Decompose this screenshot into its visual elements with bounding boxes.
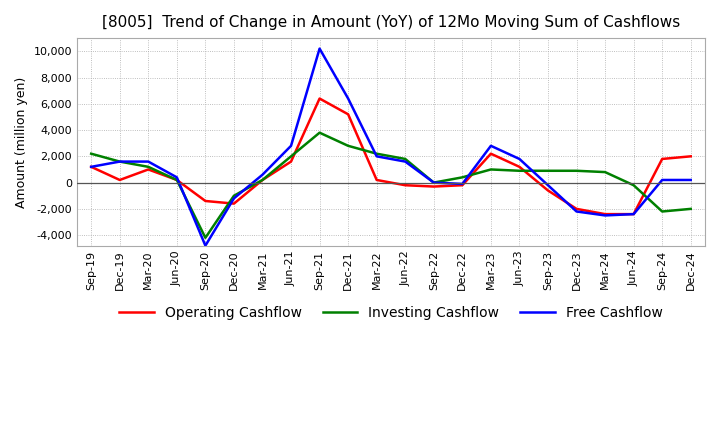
Operating Cashflow [144,167,153,172]
Free Cashflow [201,243,210,248]
Operating Cashflow [629,212,638,217]
Operating Cashflow [87,164,96,169]
Investing Cashflow [487,167,495,172]
Free Cashflow [372,154,381,159]
Operating Cashflow [544,188,552,193]
Free Cashflow [115,159,124,164]
Free Cashflow [544,183,552,188]
Investing Cashflow [287,154,295,159]
Operating Cashflow [173,177,181,183]
Investing Cashflow [315,130,324,136]
Free Cashflow [600,213,609,218]
Free Cashflow [258,172,267,177]
Operating Cashflow [287,159,295,164]
Free Cashflow [515,156,523,161]
Operating Cashflow [315,96,324,101]
Investing Cashflow [201,235,210,240]
Investing Cashflow [600,169,609,175]
Operating Cashflow [458,183,467,188]
Operating Cashflow [115,177,124,183]
Operating Cashflow [600,212,609,217]
Investing Cashflow [372,151,381,156]
Investing Cashflow [401,156,410,161]
Operating Cashflow [230,201,238,206]
Free Cashflow [572,209,581,214]
Investing Cashflow [572,168,581,173]
Line: Operating Cashflow: Operating Cashflow [91,99,690,214]
Operating Cashflow [201,198,210,204]
Operating Cashflow [658,156,667,161]
Operating Cashflow [401,183,410,188]
Y-axis label: Amount (million yen): Amount (million yen) [15,76,28,208]
Investing Cashflow [515,168,523,173]
Free Cashflow [173,175,181,180]
Line: Free Cashflow: Free Cashflow [91,48,690,246]
Free Cashflow [344,96,353,101]
Investing Cashflow [344,143,353,148]
Free Cashflow [287,143,295,148]
Operating Cashflow [372,177,381,183]
Operating Cashflow [515,164,523,169]
Investing Cashflow [658,209,667,214]
Operating Cashflow [686,154,695,159]
Line: Investing Cashflow: Investing Cashflow [91,133,690,238]
Free Cashflow [658,177,667,183]
Investing Cashflow [115,159,124,164]
Free Cashflow [230,196,238,201]
Free Cashflow [629,212,638,217]
Operating Cashflow [572,206,581,212]
Investing Cashflow [258,177,267,183]
Free Cashflow [429,180,438,185]
Free Cashflow [458,181,467,187]
Investing Cashflow [544,168,552,173]
Investing Cashflow [87,151,96,156]
Investing Cashflow [686,206,695,212]
Free Cashflow [487,143,495,148]
Legend: Operating Cashflow, Investing Cashflow, Free Cashflow: Operating Cashflow, Investing Cashflow, … [113,301,669,326]
Free Cashflow [686,177,695,183]
Free Cashflow [144,159,153,164]
Free Cashflow [87,164,96,169]
Investing Cashflow [144,164,153,169]
Investing Cashflow [458,175,467,180]
Investing Cashflow [429,180,438,185]
Investing Cashflow [173,177,181,183]
Operating Cashflow [429,184,438,189]
Investing Cashflow [230,193,238,198]
Operating Cashflow [258,177,267,183]
Operating Cashflow [344,112,353,117]
Free Cashflow [401,159,410,164]
Operating Cashflow [487,151,495,156]
Title: [8005]  Trend of Change in Amount (YoY) of 12Mo Moving Sum of Cashflows: [8005] Trend of Change in Amount (YoY) o… [102,15,680,30]
Investing Cashflow [629,183,638,188]
Free Cashflow [315,46,324,51]
